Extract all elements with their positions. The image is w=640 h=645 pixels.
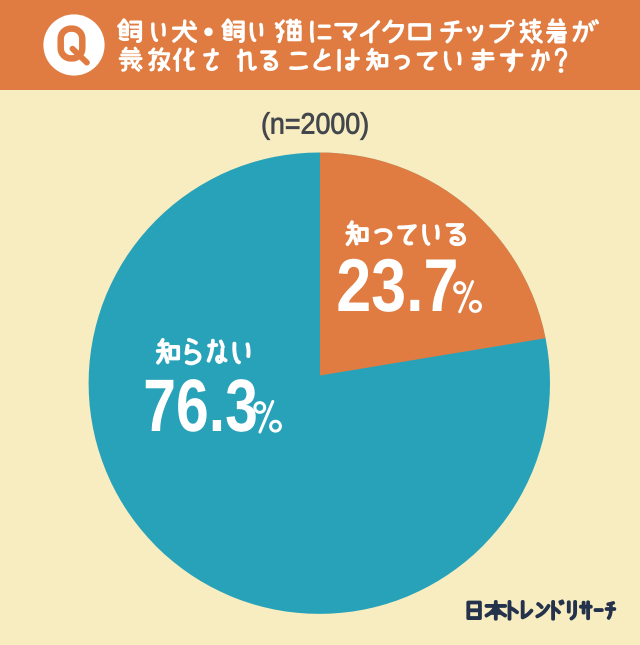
svg-text:(n=2000): (n=2000) bbox=[261, 106, 369, 140]
svg-text:76.3: 76.3 bbox=[143, 364, 258, 447]
svg-text:23.7: 23.7 bbox=[336, 243, 458, 328]
